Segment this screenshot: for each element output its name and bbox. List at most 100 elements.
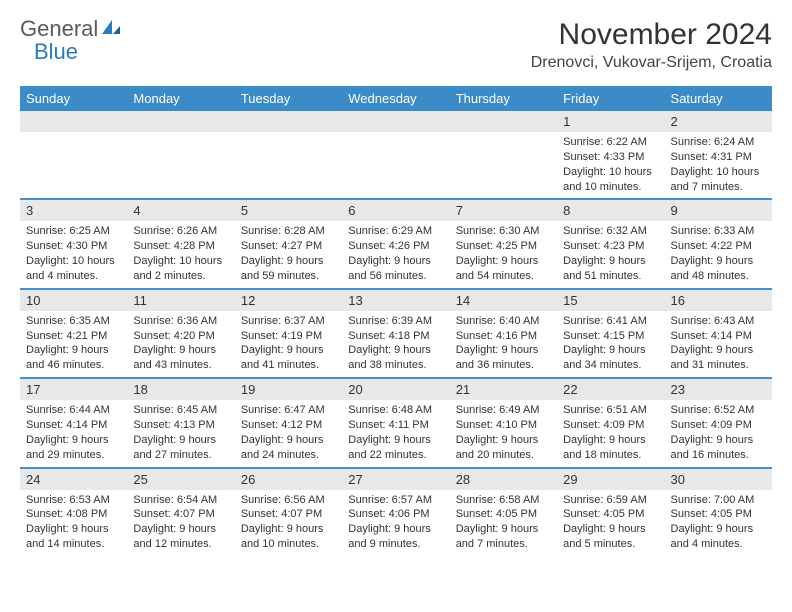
sunrise-text: Sunrise: 6:43 AM [671,314,766,329]
daylight-text: Daylight: 9 hours and 24 minutes. [241,433,336,463]
calendar-cell [20,111,127,199]
calendar-cell: 25Sunrise: 6:54 AMSunset: 4:07 PMDayligh… [127,468,234,556]
sunset-text: Sunset: 4:30 PM [26,239,121,254]
day-number: 26 [235,469,342,490]
day-number: 14 [450,290,557,311]
sunset-text: Sunset: 4:10 PM [456,418,551,433]
sunrise-text: Sunrise: 6:57 AM [348,493,443,508]
sunset-text: Sunset: 4:08 PM [26,507,121,522]
day-number: 19 [235,379,342,400]
calendar-cell: 23Sunrise: 6:52 AMSunset: 4:09 PMDayligh… [665,378,772,467]
weekday-header-row: SundayMondayTuesdayWednesdayThursdayFrid… [20,86,772,111]
weekday-header: Tuesday [235,86,342,111]
day-details: Sunrise: 6:59 AMSunset: 4:05 PMDaylight:… [557,490,664,556]
daylight-text: Daylight: 9 hours and 41 minutes. [241,343,336,373]
day-number: 22 [557,379,664,400]
daylight-text: Daylight: 9 hours and 46 minutes. [26,343,121,373]
sail-icon [100,18,122,41]
blank-day-header [342,111,449,132]
day-details: Sunrise: 6:54 AMSunset: 4:07 PMDaylight:… [127,490,234,556]
daylight-text: Daylight: 9 hours and 20 minutes. [456,433,551,463]
calendar-cell: 2Sunrise: 6:24 AMSunset: 4:31 PMDaylight… [665,111,772,199]
day-number: 18 [127,379,234,400]
day-number: 13 [342,290,449,311]
sunset-text: Sunset: 4:18 PM [348,329,443,344]
daylight-text: Daylight: 9 hours and 18 minutes. [563,433,658,463]
weekday-header: Sunday [20,86,127,111]
day-details: Sunrise: 6:32 AMSunset: 4:23 PMDaylight:… [557,221,664,287]
calendar-cell: 11Sunrise: 6:36 AMSunset: 4:20 PMDayligh… [127,289,234,378]
calendar-row: 1Sunrise: 6:22 AMSunset: 4:33 PMDaylight… [20,111,772,199]
sunrise-text: Sunrise: 6:47 AM [241,403,336,418]
location-subtitle: Drenovci, Vukovar-Srijem, Croatia [531,54,772,72]
sunrise-text: Sunrise: 6:52 AM [671,403,766,418]
day-details: Sunrise: 7:00 AMSunset: 4:05 PMDaylight:… [665,490,772,556]
logo-word-2: Blue [34,39,78,64]
day-details: Sunrise: 6:51 AMSunset: 4:09 PMDaylight:… [557,400,664,466]
calendar-cell: 9Sunrise: 6:33 AMSunset: 4:22 PMDaylight… [665,199,772,288]
daylight-text: Daylight: 9 hours and 9 minutes. [348,522,443,552]
day-details: Sunrise: 6:39 AMSunset: 4:18 PMDaylight:… [342,311,449,377]
day-number: 15 [557,290,664,311]
sunset-text: Sunset: 4:25 PM [456,239,551,254]
calendar-cell: 5Sunrise: 6:28 AMSunset: 4:27 PMDaylight… [235,199,342,288]
day-number: 28 [450,469,557,490]
calendar-cell: 8Sunrise: 6:32 AMSunset: 4:23 PMDaylight… [557,199,664,288]
weekday-header: Saturday [665,86,772,111]
calendar-row: 10Sunrise: 6:35 AMSunset: 4:21 PMDayligh… [20,289,772,378]
sunrise-text: Sunrise: 6:48 AM [348,403,443,418]
day-details: Sunrise: 6:37 AMSunset: 4:19 PMDaylight:… [235,311,342,377]
daylight-text: Daylight: 9 hours and 7 minutes. [456,522,551,552]
sunset-text: Sunset: 4:21 PM [26,329,121,344]
day-details: Sunrise: 6:24 AMSunset: 4:31 PMDaylight:… [665,132,772,198]
day-number: 27 [342,469,449,490]
calendar-cell: 6Sunrise: 6:29 AMSunset: 4:26 PMDaylight… [342,199,449,288]
day-number: 4 [127,200,234,221]
day-number: 11 [127,290,234,311]
daylight-text: Daylight: 9 hours and 4 minutes. [671,522,766,552]
day-number: 8 [557,200,664,221]
sunset-text: Sunset: 4:15 PM [563,329,658,344]
day-details: Sunrise: 6:48 AMSunset: 4:11 PMDaylight:… [342,400,449,466]
calendar-cell [450,111,557,199]
sunset-text: Sunset: 4:07 PM [241,507,336,522]
sunset-text: Sunset: 4:09 PM [671,418,766,433]
daylight-text: Daylight: 9 hours and 14 minutes. [26,522,121,552]
calendar-cell: 3Sunrise: 6:25 AMSunset: 4:30 PMDaylight… [20,199,127,288]
daylight-text: Daylight: 10 hours and 10 minutes. [563,165,658,195]
sunset-text: Sunset: 4:13 PM [133,418,228,433]
weekday-header: Thursday [450,86,557,111]
month-title: November 2024 [531,18,772,52]
blank-day-header [20,111,127,132]
sunrise-text: Sunrise: 6:24 AM [671,135,766,150]
day-details: Sunrise: 6:25 AMSunset: 4:30 PMDaylight:… [20,221,127,287]
calendar-cell: 29Sunrise: 6:59 AMSunset: 4:05 PMDayligh… [557,468,664,556]
calendar-cell: 16Sunrise: 6:43 AMSunset: 4:14 PMDayligh… [665,289,772,378]
calendar-cell: 12Sunrise: 6:37 AMSunset: 4:19 PMDayligh… [235,289,342,378]
calendar-cell [342,111,449,199]
calendar-row: 17Sunrise: 6:44 AMSunset: 4:14 PMDayligh… [20,378,772,467]
calendar-cell: 21Sunrise: 6:49 AMSunset: 4:10 PMDayligh… [450,378,557,467]
title-block: November 2024 Drenovci, Vukovar-Srijem, … [531,18,772,72]
calendar-cell: 30Sunrise: 7:00 AMSunset: 4:05 PMDayligh… [665,468,772,556]
sunset-text: Sunset: 4:23 PM [563,239,658,254]
day-details: Sunrise: 6:44 AMSunset: 4:14 PMDaylight:… [20,400,127,466]
daylight-text: Daylight: 9 hours and 54 minutes. [456,254,551,284]
day-number: 17 [20,379,127,400]
day-details: Sunrise: 6:45 AMSunset: 4:13 PMDaylight:… [127,400,234,466]
day-number: 5 [235,200,342,221]
day-details: Sunrise: 6:41 AMSunset: 4:15 PMDaylight:… [557,311,664,377]
calendar-cell: 4Sunrise: 6:26 AMSunset: 4:28 PMDaylight… [127,199,234,288]
blank-day-header [450,111,557,132]
calendar-cell: 10Sunrise: 6:35 AMSunset: 4:21 PMDayligh… [20,289,127,378]
day-details: Sunrise: 6:40 AMSunset: 4:16 PMDaylight:… [450,311,557,377]
day-number: 10 [20,290,127,311]
day-number: 30 [665,469,772,490]
day-details: Sunrise: 6:22 AMSunset: 4:33 PMDaylight:… [557,132,664,198]
day-number: 25 [127,469,234,490]
calendar-cell: 19Sunrise: 6:47 AMSunset: 4:12 PMDayligh… [235,378,342,467]
day-number: 9 [665,200,772,221]
sunrise-text: Sunrise: 6:36 AM [133,314,228,329]
calendar-cell [235,111,342,199]
weekday-header: Wednesday [342,86,449,111]
